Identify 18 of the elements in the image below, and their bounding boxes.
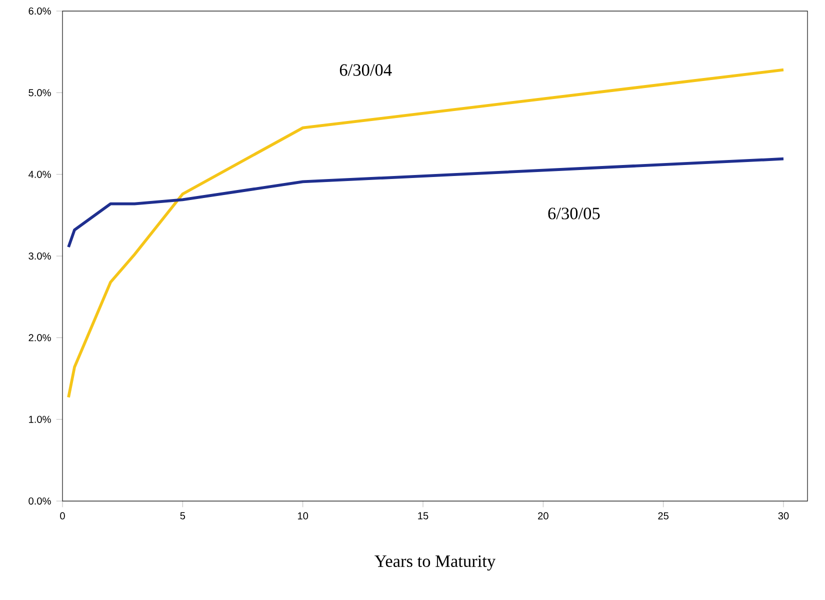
y-tick-label: 3.0%	[28, 252, 51, 260]
x-tick-label: 5	[180, 512, 186, 520]
x-tick-label: 30	[778, 512, 789, 520]
x-tick-label: 0	[60, 512, 65, 520]
text: 6/30/05	[548, 208, 600, 220]
x-tick-label: 20	[538, 512, 548, 520]
text: 6/30/04	[340, 64, 392, 76]
x-tick-label: 25	[658, 512, 668, 520]
y-tick-label: 4.0%	[28, 170, 51, 178]
x-axis-title: Years to Maturity	[374, 555, 496, 571]
y-tick-label: 5.0%	[28, 89, 51, 96]
y-tick-label: 1.0%	[29, 416, 51, 423]
y-tick-label: 2.0%	[28, 334, 51, 342]
y-tick-label: 0.0%	[28, 497, 51, 505]
y-tick-label: 6.0%	[28, 7, 51, 15]
x-tick-label: 10	[298, 512, 308, 520]
line-series	[67, 157, 785, 248]
x-tick-label: 15	[418, 512, 428, 520]
